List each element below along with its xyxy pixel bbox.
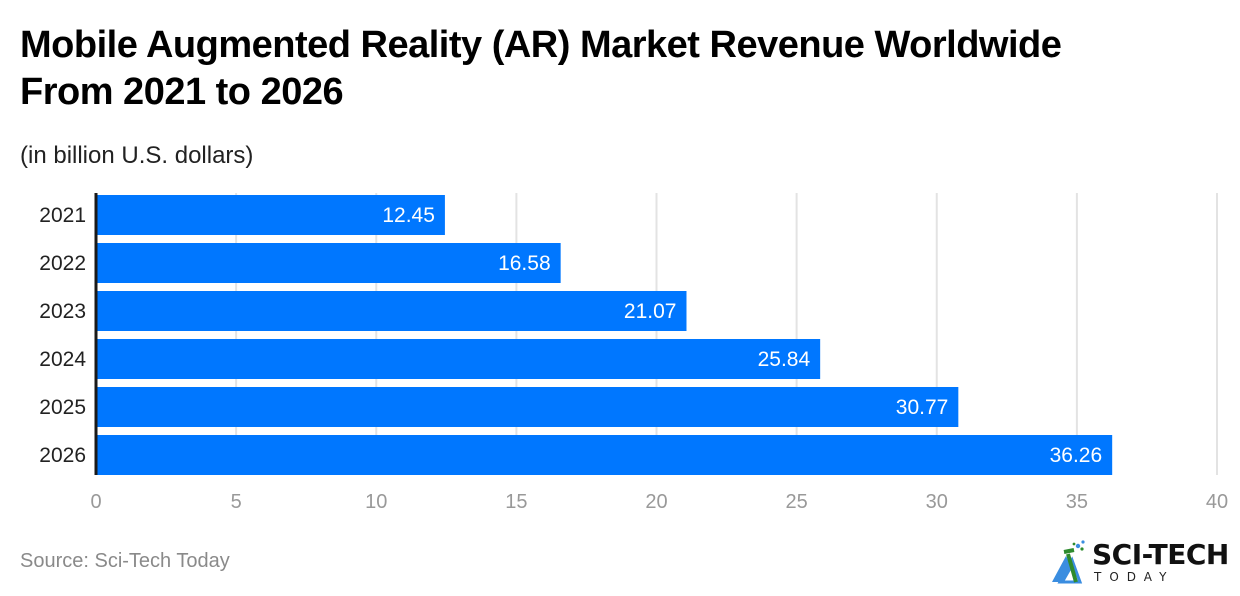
x-tick-label: 30: [926, 491, 948, 513]
x-tick-label: 40: [1206, 491, 1228, 513]
x-tick-label: 35: [1066, 491, 1088, 513]
bar-2026: [96, 435, 1113, 475]
bar-2021: [96, 195, 445, 235]
chart-title-line-2: From 2021 to 2026: [20, 71, 344, 113]
chart-title-line-1: Mobile Augmented Reality (AR) Market Rev…: [20, 24, 1062, 66]
source-note: Source: Sci-Tech Today: [20, 550, 230, 572]
category-label: 2021: [39, 204, 86, 227]
bar-2022: [96, 243, 561, 283]
bar-2023: [96, 291, 687, 331]
category-label: 2024: [39, 348, 86, 371]
x-tick-label: 0: [90, 491, 101, 513]
data-label: 25.84: [758, 348, 811, 371]
sci-tech-logo-icon: [1052, 540, 1085, 584]
bar-2025: [96, 387, 959, 427]
data-label: 30.77: [896, 396, 949, 419]
bars: 12.45 16.58 21.07 25.84 30.77 36.26: [96, 195, 1113, 475]
data-label: 12.45: [382, 204, 435, 227]
category-label: 2023: [39, 300, 86, 323]
x-tick-labels: 0 5 10 15 20 25 30 35 40: [90, 491, 1228, 513]
data-label: 36.26: [1050, 444, 1103, 467]
category-label: 2025: [39, 396, 86, 419]
logo-subtext: TODAY: [1094, 570, 1175, 584]
chart-title: Mobile Augmented Reality (AR) Market Rev…: [20, 22, 1220, 116]
category-label: 2022: [39, 252, 86, 275]
data-label: 21.07: [624, 300, 677, 323]
x-tick-label: 25: [786, 491, 808, 513]
chart-subtitle: (in billion U.S. dollars): [20, 142, 254, 169]
category-labels: 2021 2022 2023 2024 2025 2026: [39, 204, 86, 467]
data-label: 16.58: [498, 252, 551, 275]
bar-2024: [96, 339, 821, 379]
x-tick-label: 10: [365, 491, 387, 513]
x-tick-label: 5: [231, 491, 242, 513]
x-tick-label: 15: [505, 491, 527, 513]
sci-tech-logo: SCI-TECH TODAY: [1050, 538, 1230, 586]
logo-text: SCI-TECH: [1092, 538, 1229, 571]
category-label: 2026: [39, 444, 86, 467]
gridlines: [235, 193, 1218, 475]
x-tick-label: 20: [645, 491, 667, 513]
